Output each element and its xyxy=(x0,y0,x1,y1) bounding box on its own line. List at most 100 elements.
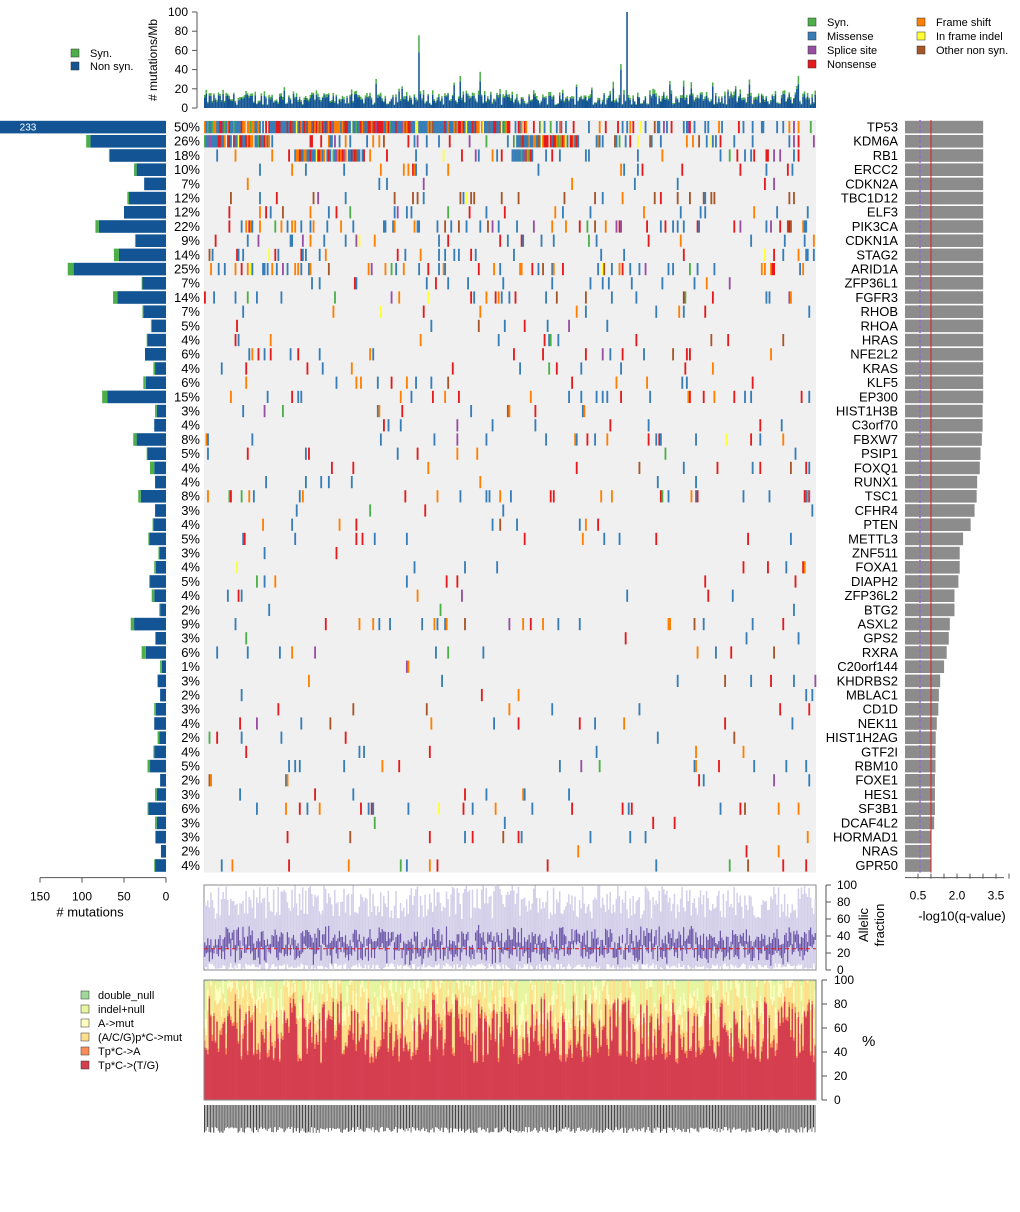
rate-bar-syn xyxy=(765,96,768,98)
rate-bar-syn xyxy=(644,95,647,98)
mutation-cell xyxy=(539,121,541,134)
spectrum-segment xyxy=(442,1004,445,1009)
mutation-cell xyxy=(788,121,791,134)
rate-bar-syn xyxy=(214,98,217,100)
spectrum-segment xyxy=(225,981,228,1030)
spectrum-segment xyxy=(286,980,289,988)
mutation-cell xyxy=(672,348,675,361)
spectrum-segment xyxy=(364,980,367,982)
spectrum-segment xyxy=(236,980,238,990)
spectrum-segment xyxy=(462,992,465,1032)
mutation-cell xyxy=(529,149,532,162)
spectrum-segment xyxy=(565,1061,567,1100)
spectrum-segment xyxy=(422,1033,425,1100)
mutation-cell xyxy=(222,135,225,148)
rate-bar-nonsyn xyxy=(676,99,679,108)
mutation-cell xyxy=(405,532,408,545)
mutation-cell xyxy=(595,135,598,148)
spectrum-segment xyxy=(580,981,583,1010)
spectrum-segment xyxy=(219,999,222,1031)
mutation-cell xyxy=(534,419,537,432)
spectrum-segment xyxy=(341,980,344,982)
mutation-cell xyxy=(378,121,381,134)
rate-bar-nonsyn xyxy=(392,97,394,108)
mutation-cell xyxy=(251,135,254,148)
mutation-cell xyxy=(473,192,476,205)
spectrum-segment xyxy=(353,980,356,1009)
rate-bar-nonsyn xyxy=(568,101,570,108)
rate-bar-nonsyn xyxy=(340,101,342,108)
spectrum-segment xyxy=(236,989,238,1023)
spectrum-segment xyxy=(522,1001,525,1021)
spectrum-segment xyxy=(577,1041,580,1044)
spectrum-segment xyxy=(517,981,520,1027)
spectrum-segment xyxy=(575,981,578,996)
spectrum-segment xyxy=(459,980,462,982)
spectrum-segment xyxy=(402,980,405,982)
spectrum-segment xyxy=(439,988,442,1024)
mutation-cell xyxy=(696,220,699,233)
mutation-cell xyxy=(291,518,294,531)
spectrum-segment xyxy=(312,980,315,985)
rate-bar-syn xyxy=(315,90,318,95)
spectrum-segment xyxy=(337,980,339,1002)
rate-bar-syn xyxy=(704,96,706,99)
spectrum-segment xyxy=(448,980,451,1012)
significance-bar xyxy=(905,305,984,318)
spectrum-segment xyxy=(633,1029,636,1032)
mutation-cell xyxy=(288,149,290,162)
spectrum-segment xyxy=(226,983,229,989)
mutation-cell xyxy=(586,220,589,233)
spectrum-segment xyxy=(473,1063,476,1100)
mutation-cell xyxy=(793,674,795,687)
rate-bar-nonsyn xyxy=(491,103,494,108)
spectrum-segment xyxy=(213,1015,216,1100)
spectrum-segment xyxy=(650,980,653,987)
mutation-cell xyxy=(710,135,713,148)
spectrum-segment xyxy=(393,1041,396,1048)
rate-bar-syn xyxy=(624,100,627,102)
mutation-cell xyxy=(217,263,220,276)
mutation-cell xyxy=(641,163,644,176)
rate-bar-syn xyxy=(676,98,679,100)
spectrum-segment xyxy=(373,992,376,997)
mutation-cell xyxy=(246,177,249,190)
mutation-cell xyxy=(693,760,696,773)
mutation-cell xyxy=(659,192,662,205)
rate-bar-syn xyxy=(269,96,272,100)
mutation-cell xyxy=(520,234,523,247)
spectrum-segment xyxy=(245,980,248,982)
gene-name-label: ARID1A xyxy=(851,262,898,277)
spectrum-segment xyxy=(482,1031,485,1056)
rate-bar-syn xyxy=(617,101,619,103)
percent-mutated-label: 26% xyxy=(174,134,200,149)
mutation-cell xyxy=(444,220,447,233)
mutation-cell xyxy=(228,121,231,134)
mutation-cell xyxy=(705,277,708,290)
spectrum-segment xyxy=(531,985,534,990)
mutation-cell xyxy=(392,121,395,134)
spectrum-segment xyxy=(251,997,254,1015)
mutation-cell xyxy=(649,390,652,403)
mutation-cell xyxy=(508,291,511,304)
mutation-cell xyxy=(742,490,745,503)
mutation-cell xyxy=(447,376,450,389)
rate-bar-nonsyn xyxy=(419,94,422,108)
percent-mutated-label: 6% xyxy=(181,801,200,816)
mutation-cell xyxy=(263,575,266,588)
spectrum-segment xyxy=(300,1004,303,1018)
spectrum-segment xyxy=(268,1031,271,1050)
mutation-cell xyxy=(474,248,477,261)
mutation-cell xyxy=(470,291,473,304)
significance-bar xyxy=(905,561,960,574)
mutation-cell xyxy=(811,689,814,702)
spectrum-segment xyxy=(496,1013,499,1100)
spectrum-segment xyxy=(402,1047,405,1052)
percent-mutated-label: 2% xyxy=(181,773,200,788)
spectrum-segment xyxy=(646,988,648,1001)
mutation-cell xyxy=(750,149,753,162)
spectrum-segment xyxy=(326,981,329,994)
spectrum-segment xyxy=(309,1022,312,1100)
percent-mutated-label: 4% xyxy=(181,858,200,873)
spectrum-segment xyxy=(346,981,349,987)
